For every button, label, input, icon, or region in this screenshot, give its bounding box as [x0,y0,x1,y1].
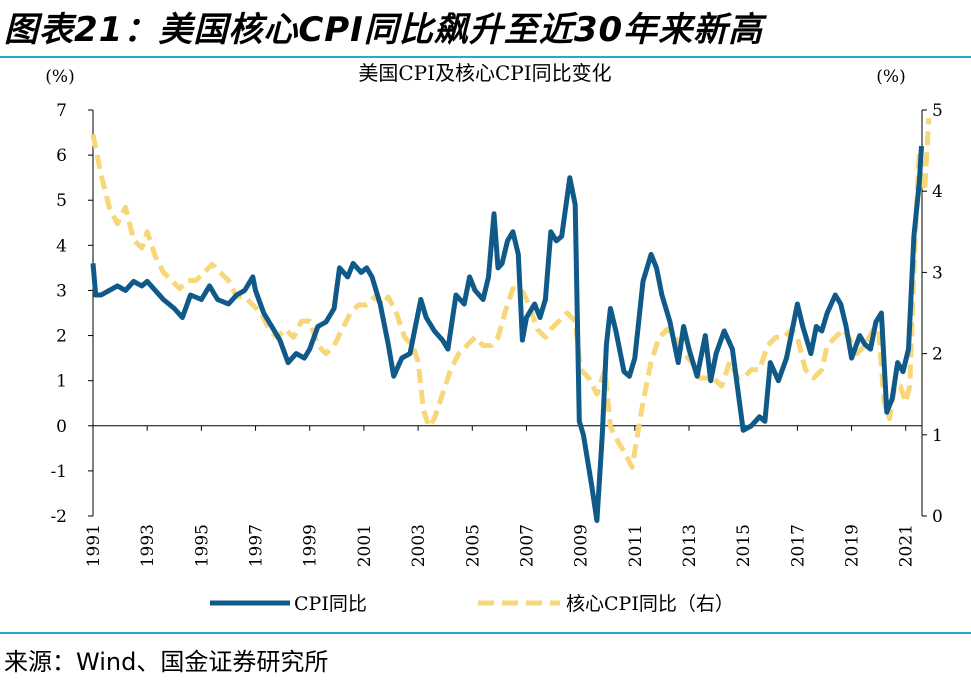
right-tick-label: 1 [932,426,943,446]
right-tick-label: 3 [932,263,943,283]
x-tick-label: 2007 [517,524,537,567]
left-tick-label: 4 [56,236,67,256]
left-tick-label: -2 [50,507,67,527]
chart-title: 美国CPI及核心CPI同比变化 [358,61,611,85]
x-tick-label: 2017 [788,524,808,567]
left-tick-label: 1 [56,372,67,392]
right-tick-label: 0 [932,507,943,527]
x-tick-label: 2005 [463,524,483,567]
x-tick-label: 2013 [680,524,700,567]
left-axis-unit: (%) [45,67,74,87]
x-tick-label: 2019 [843,524,863,567]
x-tick-label: 1997 [247,524,267,567]
legend-label-core: 核心CPI同比（右） [566,593,734,615]
left-tick-label: 3 [56,281,67,301]
series-line-core-cpi [90,117,932,470]
legend-label-cpi: CPI同比 [294,593,367,615]
left-tick-label: 5 [56,191,67,211]
right-tick-label: 2 [932,345,943,365]
x-tick-label: 1993 [138,524,158,567]
series-layer [90,117,932,523]
x-tick-label: 2011 [626,524,646,567]
left-tick-label: 0 [56,417,67,437]
left-tick-label: -1 [50,462,67,482]
tick-labels-layer: 7 6 5 4 3 2 1 0 -1 -2 5 4 3 2 1 0 1991 1993 1995 1997 1999 20… [50,101,942,567]
right-tick-label: 5 [932,101,943,121]
figure-title: 图表21：美国核心CPI同比飙升至近30年来新高 [4,10,764,50]
bottom-divider [0,632,971,634]
x-tick-label: 2001 [355,524,375,567]
cpi-chart: 美国CPI及核心CPI同比变化 (%) (%) 7 6 5 4 3 2 1 0 -1 -2 5 4 3 2… [45,61,943,615]
x-tick-label: 1991 [84,524,104,567]
left-tick-label: 7 [56,101,67,121]
right-tick-label: 4 [932,182,943,202]
top-divider [0,56,971,58]
x-tick-label: 2009 [572,524,592,567]
x-tick-label: 1995 [192,524,212,567]
x-tick-label: 1999 [301,524,321,567]
x-tick-label: 2003 [409,524,429,567]
left-tick-label: 6 [56,146,67,166]
left-tick-label: 2 [56,327,67,347]
x-tick-label: 2015 [734,524,754,567]
legend: CPI同比 核心CPI同比（右） [210,593,734,615]
x-tick-label: 2021 [897,524,917,567]
right-axis-unit: (%) [876,67,905,87]
axes-layer [88,109,927,517]
source-note: 来源：Wind、国金证券研究所 [4,648,329,676]
series-line-cpi [90,145,924,523]
